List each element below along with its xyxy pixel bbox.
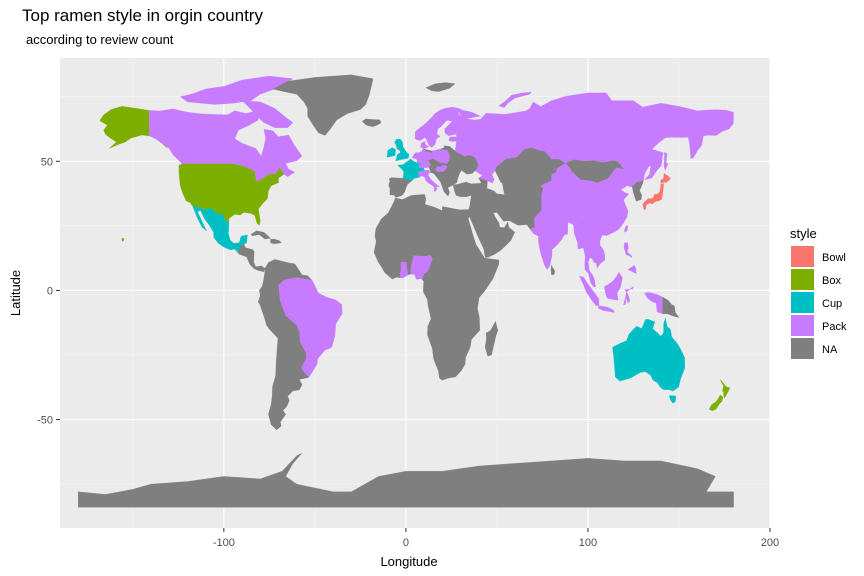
legend-swatch-cup (791, 292, 814, 313)
legend-swatch-pack (791, 315, 814, 336)
region-southeast-asia (574, 217, 606, 288)
region-indonesia (604, 272, 623, 301)
chart-subtitle: according to review count (26, 32, 174, 47)
x-tick-label: -100 (213, 537, 235, 549)
region-nigeria (410, 255, 433, 280)
region-australia (612, 317, 685, 392)
region-new-zealand (708, 394, 724, 411)
region-svalbard (425, 82, 456, 92)
region-madagascar (484, 321, 498, 357)
y-tick-label: 50 (41, 156, 53, 168)
region-caribbean (270, 238, 282, 244)
axes: -100 0 100 200 -50 0 50 (37, 156, 779, 549)
region-poland (431, 149, 450, 164)
region-russia (498, 91, 532, 108)
region-uk (386, 147, 396, 158)
region-philippines (623, 242, 633, 259)
region-france (397, 158, 421, 182)
region-russia (663, 152, 669, 171)
region-scandinavia (414, 106, 464, 148)
region-india (529, 194, 584, 270)
legend-title: style (790, 226, 817, 241)
region-papua-new-guinea (662, 296, 680, 318)
region-korea (632, 180, 644, 202)
chart-title: Top ramen style in orgin country (22, 6, 263, 25)
region-japan (642, 183, 664, 210)
region-ghana (399, 261, 409, 279)
region-scandinavia (420, 141, 429, 150)
region-indonesia (644, 292, 663, 315)
land-layer (78, 74, 734, 508)
region-usa (178, 163, 285, 226)
legend-swatch-box (791, 269, 814, 290)
region-australia (669, 395, 677, 404)
region-na (550, 264, 555, 276)
region-estonia (448, 136, 458, 142)
legend-label-cup: Cup (822, 298, 842, 310)
region-philippines (627, 264, 637, 274)
region-hawaii-usa (121, 238, 125, 242)
y-axis-title: Latitude (8, 270, 23, 316)
legend-label-box: Box (822, 275, 841, 287)
legend-label-bowl: Bowl (822, 252, 846, 264)
region-iceland (362, 118, 382, 127)
region-canada (241, 100, 294, 128)
region-hungary (435, 164, 448, 173)
region-middle-east (453, 177, 542, 258)
x-tick-label: 200 (761, 537, 779, 549)
region-new-zealand (720, 379, 731, 398)
region-brazil (278, 277, 343, 378)
region-alaska-usa (99, 106, 168, 149)
region-canada (180, 75, 294, 105)
region-japan (660, 173, 671, 184)
legend: style Bowl Box Cup Pack NA (790, 226, 847, 359)
region-taiwan (624, 225, 629, 233)
region-antarctica (78, 452, 734, 508)
y-tick-label: -50 (37, 415, 53, 427)
region-indonesia (623, 286, 634, 305)
region-africa (373, 194, 500, 381)
region-indonesia (597, 305, 615, 313)
legend-label-na: NA (822, 344, 838, 356)
x-axis-title: Longitude (380, 554, 437, 569)
y-tick-label: 0 (47, 285, 53, 297)
region-uk (394, 138, 410, 162)
legend-label-pack: Pack (822, 321, 847, 333)
region-italy (418, 170, 440, 192)
legend-swatch-bowl (791, 246, 814, 267)
x-tick-label: 100 (579, 537, 597, 549)
x-tick-label: 0 (403, 537, 409, 549)
region-caribbean (251, 230, 271, 240)
region-greenland (272, 74, 374, 136)
legend-swatch-na (791, 338, 814, 359)
